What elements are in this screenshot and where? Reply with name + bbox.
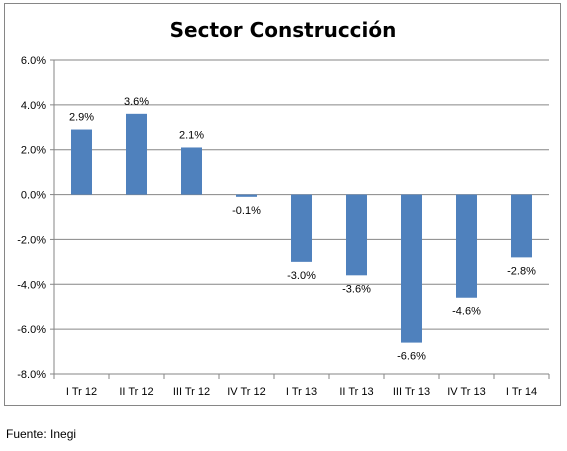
- y-tick-label: -4.0%: [17, 279, 46, 291]
- x-tick-label: I Tr 13: [286, 386, 317, 398]
- data-label: -3.6%: [342, 283, 371, 295]
- y-tick-label: -6.0%: [17, 324, 46, 336]
- x-tick-label: II Tr 13: [339, 386, 373, 398]
- y-tick-label: 6.0%: [21, 55, 46, 67]
- x-tick-label: IV Tr 12: [227, 386, 266, 398]
- x-tick-label: IV Tr 13: [447, 386, 486, 398]
- bar: [291, 194, 312, 262]
- data-label: 3.6%: [124, 96, 149, 108]
- bar: [456, 194, 477, 298]
- bar: [346, 194, 367, 276]
- x-tick-label: II Tr 12: [119, 386, 153, 398]
- y-tick-labels: 6.0% 4.0% 2.0% 0.0% -2.0% -4.0% -6.0% -8.0%: [17, 55, 46, 381]
- y-tick-label: -2.0%: [17, 234, 46, 246]
- bar: [401, 194, 422, 343]
- bars: [71, 113, 532, 343]
- data-label: 2.9%: [69, 112, 94, 124]
- data-label: -6.6%: [397, 351, 426, 363]
- y-tick-label: -8.0%: [17, 369, 46, 381]
- axes: [50, 59, 550, 379]
- y-tick-label: 2.0%: [21, 145, 46, 157]
- data-label: -2.8%: [507, 265, 536, 277]
- x-tick-label: III Tr 12: [173, 386, 210, 398]
- y-tick-label: 4.0%: [21, 100, 46, 112]
- x-tick-label: I Tr 14: [506, 386, 537, 398]
- bar: [511, 194, 532, 258]
- bar: [126, 113, 147, 195]
- data-label: -4.6%: [452, 306, 481, 318]
- data-label: -3.0%: [287, 270, 316, 282]
- y-tick-label: 0.0%: [21, 190, 46, 202]
- x-tick-label: I Tr 12: [66, 386, 97, 398]
- data-label: 2.1%: [179, 129, 204, 141]
- x-tick-label: III Tr 13: [393, 386, 430, 398]
- source-note: Fuente: Inegi: [6, 427, 77, 441]
- bar: [236, 194, 257, 197]
- x-tick-labels: I Tr 12 II Tr 12 III Tr 12 IV Tr 12 I Tr 13 I…: [66, 386, 537, 398]
- bar: [71, 129, 92, 195]
- data-labels: 2.9% 3.6% 2.1% -0.1% -3.0% -3.6% -6.6% -4.6% -2.…: [69, 96, 536, 363]
- bar: [181, 147, 202, 195]
- data-label: -0.1%: [232, 205, 261, 217]
- chart-title: Sector Construcción: [170, 18, 397, 42]
